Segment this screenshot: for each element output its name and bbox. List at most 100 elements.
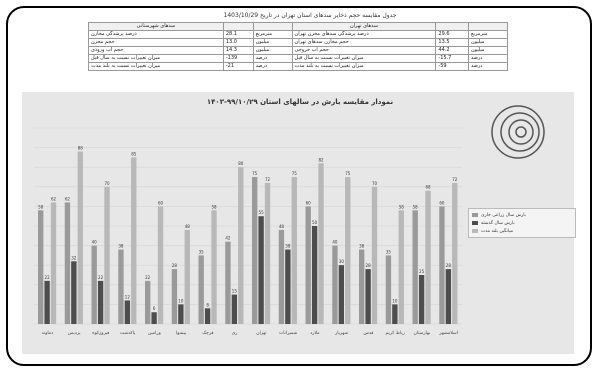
table-cell: مترمربع <box>252 30 293 39</box>
data-label: 42 <box>225 236 231 241</box>
bar <box>38 210 44 324</box>
table-cell: درصد پرشدگی مخازن <box>88 30 224 39</box>
bar <box>131 157 137 324</box>
table-cell: حجم آب ورودی <box>88 46 224 55</box>
table-header-cell <box>252 22 293 31</box>
data-label: 62 <box>51 196 57 201</box>
data-label: 85 <box>131 151 137 156</box>
table-cell: -21 <box>222 62 254 71</box>
table-cell: 14.3 <box>222 46 254 55</box>
chart-legend: بارش سال زراعی جاری بارش سال گذشته میانگین… <box>468 208 576 238</box>
data-label: 6 <box>153 306 156 311</box>
table-row: درصد پرشدگی مخازن 28.1 مترمربع درصد پرشدگی … <box>88 30 508 39</box>
bar <box>178 304 184 324</box>
data-label: 8 <box>206 302 209 307</box>
legend-swatch <box>472 229 478 233</box>
bar <box>371 186 378 324</box>
data-label: 62 <box>65 196 71 201</box>
bar <box>124 300 131 324</box>
category-label: تهران <box>256 331 267 336</box>
data-label: 15 <box>232 289 238 294</box>
data-label: 22 <box>45 275 51 280</box>
data-label: 75 <box>292 171 298 176</box>
bar <box>145 280 151 324</box>
bar <box>278 229 285 324</box>
bar <box>231 294 238 324</box>
spiral-logo-icon <box>491 105 545 159</box>
category-label: پردیس <box>68 331 81 336</box>
data-label: 25 <box>419 269 425 274</box>
table-cell: میزان تغییرات نسبت به سال قبل <box>291 54 437 63</box>
bar <box>392 304 398 324</box>
legend-swatch <box>472 221 478 225</box>
bar <box>332 245 338 324</box>
data-label: 28 <box>446 263 452 268</box>
data-label: 35 <box>386 249 392 254</box>
bar-chart: 58 22 62 دماوند 62 32 88 پردیس 40 22 70 فیروزکوه 38 1… <box>34 127 462 336</box>
data-label: 60 <box>158 200 164 205</box>
bar <box>418 275 425 324</box>
bar <box>71 261 77 324</box>
bar <box>204 308 211 324</box>
bar <box>264 182 271 324</box>
bar <box>50 202 57 324</box>
table-header-cell: سدهای شهرستانی <box>88 22 224 31</box>
data-label: 72 <box>265 177 271 182</box>
category-label: رباط کریم <box>385 330 404 336</box>
bar <box>445 269 452 324</box>
data-label: 35 <box>199 249 205 254</box>
table-cell: میزان تغییرات نسبت به سال قبل <box>88 54 224 63</box>
bar <box>359 249 365 324</box>
bar <box>151 312 157 324</box>
bar <box>425 190 431 324</box>
data-label: 82 <box>318 157 324 162</box>
category-label: پاکدشت <box>120 330 136 336</box>
category-label: اسلامشهر <box>438 331 458 336</box>
bar <box>171 269 178 324</box>
table-header-row: سدهای شهرستانی سدهای تهران <box>88 22 508 31</box>
bar <box>311 226 318 324</box>
table-row: میزان تغییرات نسبت به بلند مدت -21 درصد میز… <box>88 62 508 71</box>
bar <box>305 206 311 324</box>
data-label: 48 <box>185 224 191 229</box>
data-label: 22 <box>98 275 104 280</box>
data-label: 40 <box>92 240 98 245</box>
category-label: ملارد <box>310 331 320 336</box>
table-cell: درصد پرشدگی سدهای مخزن تهران <box>291 30 437 39</box>
data-label: 12 <box>125 294 131 299</box>
bar <box>77 151 83 324</box>
data-label: 72 <box>452 177 458 182</box>
bar <box>439 206 445 324</box>
data-label: 30 <box>339 259 345 264</box>
data-label: 60 <box>439 200 445 205</box>
data-label: 38 <box>359 244 365 249</box>
table-header-cell <box>222 22 254 31</box>
bar <box>44 280 50 324</box>
table-cell: میلیون <box>252 38 293 47</box>
category-label: پیشوا <box>176 331 187 336</box>
table-cell: -139 <box>222 54 254 63</box>
table-cell: درصد <box>252 54 293 63</box>
data-label: 70 <box>372 181 378 186</box>
category-label: بهارستان <box>414 331 431 336</box>
bar <box>291 177 297 324</box>
bar <box>412 210 418 324</box>
table-row: حجم مخزن 13.0 میلیون حجم مخازن سدهای تهران 1… <box>88 38 508 47</box>
bar <box>252 177 258 324</box>
data-label: 55 <box>259 210 265 215</box>
table-cell: درصد <box>252 62 293 71</box>
table-cell: میلیون <box>252 46 293 55</box>
data-label: 10 <box>392 298 398 303</box>
table-title: جدول مقایسه حجم ذخایر سدهای استان تهران … <box>223 12 397 19</box>
bar <box>318 163 324 324</box>
bar <box>338 265 345 324</box>
table-header-cell <box>468 22 508 31</box>
data-label: 38 <box>285 244 291 249</box>
data-label: 28 <box>172 263 178 268</box>
bar <box>211 210 217 324</box>
data-label: 48 <box>279 224 285 229</box>
category-label: شمیرانات <box>279 331 298 336</box>
category-label: شهریار <box>334 331 348 336</box>
bar <box>238 167 244 324</box>
data-label: 10 <box>178 298 184 303</box>
